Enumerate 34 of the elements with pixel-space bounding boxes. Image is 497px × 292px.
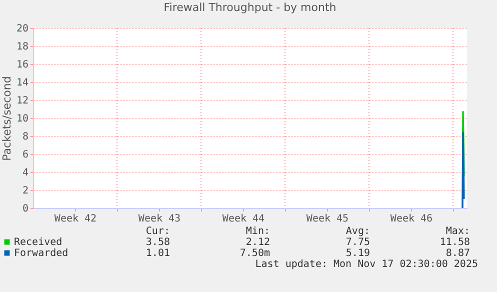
text: Avg: [346,226,370,237]
text: Max: [446,226,470,237]
line-series [462,132,465,208]
text: 11.58 [440,237,470,248]
y-tick-label: 12 [16,96,28,106]
y-tick-label: 6 [22,150,28,160]
y-tick-label: 20 [16,24,28,34]
x-tick-label: Week 42 [54,214,97,224]
chart-title: Firewall Throughput - by month [164,1,336,14]
legend-label: Forwarded [14,248,68,259]
text: 2.12 [246,237,270,248]
text: 8.87 [446,248,470,259]
text: 1.01 [146,248,170,259]
y-tick-label: 2 [22,186,28,196]
x-tick-label: Week 43 [138,214,181,224]
text: 5.19 [346,248,370,259]
y-tick-label: 14 [16,78,28,88]
text: Last update: Mon Nov 17 02:30:00 2025 [255,259,478,270]
y-tick-label: 10 [16,114,28,124]
text: 7.50m [240,248,270,259]
y-tick-label: 8 [22,132,28,142]
y-tick-label: 18 [16,42,28,52]
y-axis-title: Packets/second [0,76,14,161]
legend-label: Received [14,237,62,248]
text: 3.58 [146,237,170,248]
x-tick-label: Week 46 [390,214,433,224]
text: Cur: [146,226,170,237]
y-tick-label: 4 [22,168,28,178]
x-tick-label: Week 44 [222,214,265,224]
text: 7.75 [346,237,370,248]
text: Min: [246,226,270,237]
y-tick-label: 16 [16,60,28,70]
y-tick-label: 0 [22,204,28,214]
x-tick-label: Week 45 [306,214,349,224]
